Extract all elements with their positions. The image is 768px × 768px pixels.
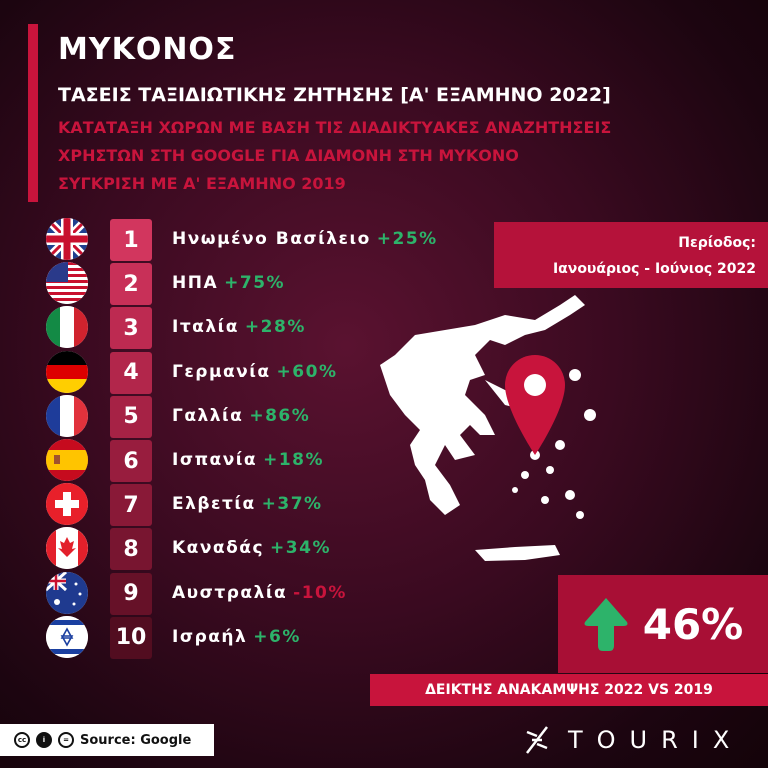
- rank-badge: 1: [110, 219, 152, 261]
- rank-badge: 10: [110, 616, 152, 659]
- country-entry: Καναδάς +34%: [172, 538, 331, 558]
- arrow-up-icon: [584, 598, 628, 651]
- no-derivatives-icon: =: [58, 732, 74, 748]
- country-name: Αυστραλία: [172, 582, 288, 603]
- country-name: Ηνωμένο Βασίλειο: [172, 229, 371, 249]
- change-percent: +28%: [244, 317, 306, 338]
- country-name: Ιταλία: [172, 317, 239, 338]
- description-line: ΧΡΗΣΤΩΝ ΣΤΗ GOOGLE ΓΙΑ ΔΙΑΜΟΝΗ ΣΤΗ ΜΥΚΟΝ…: [58, 146, 519, 165]
- change-percent: +34%: [270, 538, 331, 559]
- change-percent: -10%: [293, 582, 347, 603]
- page-title: ΜΥΚΟΝΟΣ: [58, 32, 237, 67]
- country-entry: Ισπανία +18%: [172, 450, 324, 470]
- change-percent: +25%: [376, 229, 438, 249]
- change-percent: +18%: [263, 450, 325, 470]
- rank-badge: 2: [110, 263, 152, 306]
- usa-flag-container: [46, 262, 88, 305]
- location-pin-icon: [505, 355, 565, 455]
- greece-map: [380, 295, 596, 561]
- rank-badge: 3: [110, 307, 152, 350]
- logo-mark-icon: [526, 726, 548, 754]
- italy-flag: [46, 306, 88, 349]
- logo-text: TOURIX: [568, 726, 744, 754]
- source-text: Source: Google: [80, 732, 192, 748]
- period-label: Περίοδος:: [678, 235, 756, 251]
- switzerland-flag-container: [46, 483, 88, 526]
- change-percent: +75%: [224, 273, 286, 294]
- attribution-icon: i: [36, 732, 52, 748]
- italy-flag-container: [46, 306, 88, 349]
- canada-flag-container: [46, 527, 88, 570]
- spain-flag-container: [46, 439, 88, 481]
- uk-flag-container: [46, 218, 88, 260]
- recovery-box: 46%: [558, 575, 768, 673]
- rank-badge: 8: [110, 528, 152, 571]
- israel-flag: [46, 615, 88, 658]
- description: ΚΑΤΑΤΑΞΗ ΧΩΡΩΝ ΜΕ ΒΑΣΗ ΤΙΣ ΔΙΑΔΙΚΤΥΑΚΕΣ …: [58, 114, 611, 198]
- switzerland-flag: [46, 483, 88, 526]
- country-entry: Ελβετία +37%: [172, 494, 323, 514]
- usa-flag: [46, 262, 88, 305]
- country-name: Ισπανία: [172, 450, 258, 470]
- germany-flag: [46, 350, 88, 393]
- uk-flag: [46, 218, 88, 260]
- country-name: Καναδάς: [172, 538, 265, 559]
- country-name: Ισραήλ: [172, 626, 248, 647]
- subtitle: ΤΑΣΕΙΣ ΤΑΞΙΔΙΩΤΙΚΗΣ ΖΗΤΗΣΗΣ [Α' ΕΞΑΜΗΝΟ …: [58, 84, 611, 106]
- canada-flag: [46, 527, 88, 570]
- change-percent: +86%: [249, 405, 311, 426]
- france-flag: [46, 394, 88, 437]
- spain-flag: [46, 439, 88, 481]
- rank-badge: 7: [110, 484, 152, 527]
- accent-bar: [28, 24, 38, 202]
- country-name: ΗΠΑ: [172, 273, 219, 294]
- description-line: ΚΑΤΑΤΑΞΗ ΧΩΡΩΝ ΜΕ ΒΑΣΗ ΤΙΣ ΔΙΑΔΙΚΤΥΑΚΕΣ …: [58, 118, 612, 137]
- country-entry: Ηνωμένο Βασίλειο +25%: [172, 229, 438, 249]
- source-bar: cc i = Source: Google: [0, 724, 214, 756]
- country-entry: Ιταλία +28%: [172, 317, 306, 337]
- country-entry: Γερμανία +60%: [172, 362, 337, 382]
- recovery-value: 46%: [642, 599, 744, 649]
- country-entry: Γαλλία +86%: [172, 406, 310, 426]
- period-value: Ιανουάριος - Ιούνιος 2022: [552, 261, 756, 277]
- description-line: ΣΥΓΚΡΙΣΗ ΜΕ Α' ΕΞΑΜΗΝΟ 2019: [58, 174, 346, 193]
- rank-badge: 4: [110, 351, 152, 394]
- rank-badge: 9: [110, 572, 152, 615]
- australia-flag-container: [46, 571, 88, 614]
- period-box: Περίοδος: Ιανουάριος - Ιούνιος 2022: [494, 222, 768, 288]
- cc-icon: cc: [14, 732, 30, 748]
- country-name: Ελβετία: [172, 494, 256, 515]
- change-percent: +6%: [253, 626, 301, 647]
- rank-badge: 5: [110, 395, 152, 438]
- country-entry: Ισραήλ +6%: [172, 627, 301, 647]
- country-entry: ΗΠΑ +75%: [172, 273, 285, 293]
- australia-flag: [46, 571, 88, 614]
- country-name: Γαλλία: [172, 405, 244, 426]
- country-name: Γερμανία: [172, 361, 271, 382]
- rank-badge: 6: [110, 440, 152, 482]
- change-percent: +60%: [276, 361, 338, 382]
- country-entry: Αυστραλία -10%: [172, 583, 347, 603]
- israel-flag-container: [46, 615, 88, 658]
- tourix-logo: TOURIX: [524, 726, 743, 754]
- change-percent: +37%: [261, 494, 323, 515]
- france-flag-container: [46, 394, 88, 437]
- germany-flag-container: [46, 350, 88, 393]
- recovery-label: ΔΕΙΚΤΗΣ ΑΝΑΚΑΜΨΗΣ 2022 VS 2019: [370, 674, 768, 706]
